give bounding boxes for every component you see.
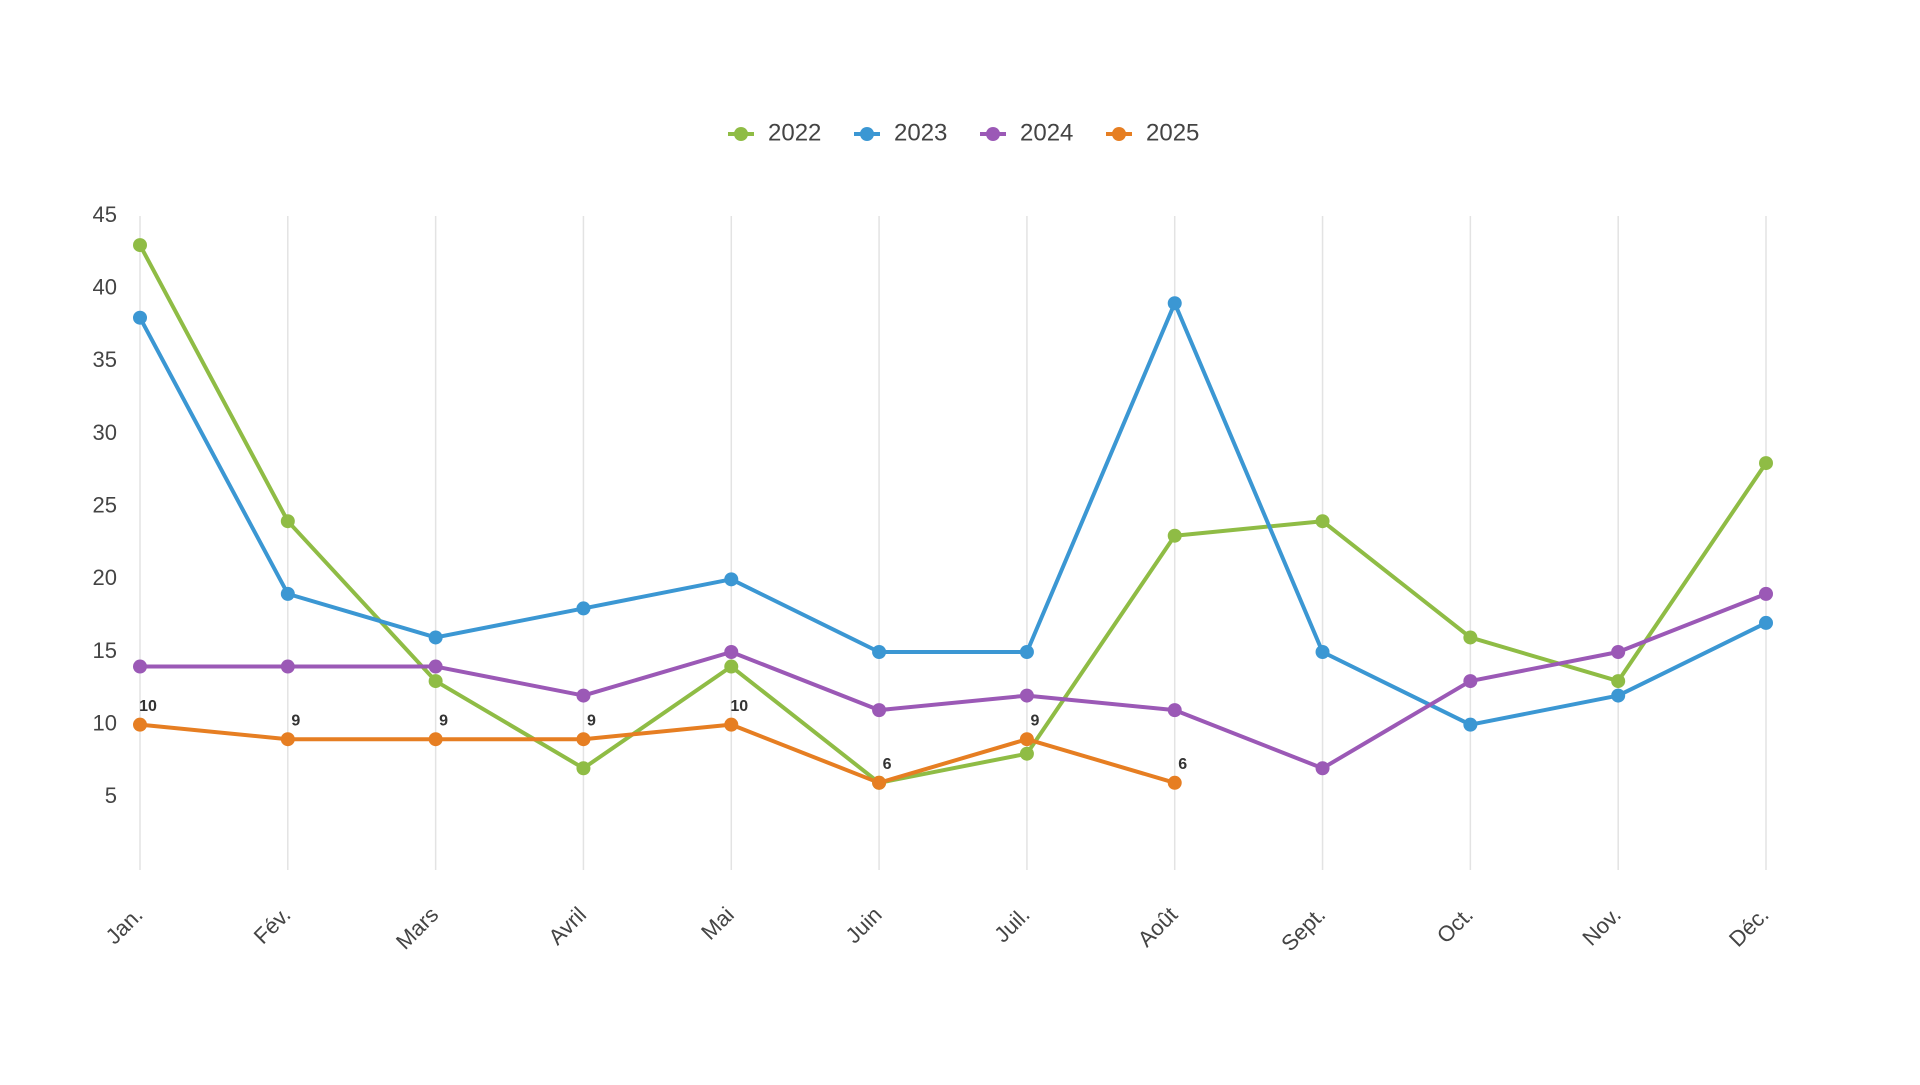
data-label: 9 (587, 712, 596, 729)
legend-marker (734, 127, 748, 141)
legend-label: 2024 (1020, 119, 1073, 146)
data-point (1167, 528, 1182, 543)
data-point (1019, 645, 1034, 659)
data-point (1611, 674, 1626, 689)
data-point (133, 717, 147, 732)
y-tick-label: 20 (93, 565, 117, 590)
data-point (724, 572, 739, 587)
data-point (724, 717, 739, 732)
y-tick-label: 35 (93, 347, 117, 372)
data-point (1611, 645, 1626, 659)
data-point (1167, 775, 1182, 790)
data-point (1463, 630, 1478, 645)
data-label: 6 (1178, 756, 1187, 773)
series-line (139, 722, 1176, 785)
data-point (133, 310, 147, 325)
data-point (1759, 456, 1773, 471)
data-point (428, 659, 443, 674)
y-tick-label: 40 (93, 274, 117, 299)
y-tick-label: 30 (93, 420, 117, 445)
y-tick-label: 15 (93, 638, 117, 663)
x-tick-label: Déc. (1724, 902, 1774, 952)
data-point (1463, 674, 1478, 689)
data-label: 10 (139, 698, 157, 715)
x-tick-label: Juil. (989, 902, 1034, 947)
x-tick-label: Mars (391, 902, 443, 954)
data-point (133, 659, 147, 674)
data-point (428, 732, 443, 747)
y-tick-label: 45 (93, 202, 117, 227)
data-point (133, 238, 147, 253)
data-point (1019, 732, 1034, 747)
data-point (428, 674, 443, 689)
data-point (576, 688, 591, 703)
x-tick-label: Août (1133, 902, 1183, 952)
data-point (872, 775, 887, 790)
data-point (280, 586, 295, 601)
data-label: 6 (883, 756, 892, 773)
data-point (428, 630, 443, 645)
legend-marker (986, 127, 1000, 141)
series-line (140, 592, 1767, 771)
y-tick-label: 10 (93, 710, 117, 735)
legend-label: 2022 (768, 119, 821, 146)
data-point (576, 761, 591, 776)
x-tick-label: Sept. (1276, 902, 1330, 956)
data-label: 10 (730, 698, 748, 715)
data-point (1759, 615, 1773, 630)
data-point (280, 732, 295, 747)
legend-marker (860, 127, 874, 141)
legend-label: 2025 (1146, 119, 1199, 146)
data-point (1315, 514, 1330, 529)
data-label: 9 (439, 712, 448, 729)
series-line (138, 301, 1767, 727)
data-point (1315, 645, 1330, 659)
y-tick-label: 5 (105, 783, 117, 808)
data-label: 9 (1030, 712, 1039, 729)
data-point (1167, 296, 1182, 311)
x-tick-label: Juin (841, 902, 887, 948)
data-point (1167, 703, 1182, 718)
data-point (872, 703, 887, 718)
data-point (280, 514, 295, 529)
data-label: 9 (291, 712, 300, 729)
data-point (280, 659, 295, 674)
x-tick-label: Fév. (249, 902, 296, 949)
legend-marker (1112, 127, 1126, 141)
data-point (576, 601, 591, 616)
series-line (138, 244, 1768, 785)
data-point (1611, 688, 1626, 703)
legend-label: 2023 (894, 119, 947, 146)
x-tick-label: Nov. (1577, 902, 1626, 951)
x-tick-label: Jan. (101, 902, 148, 949)
x-tick-label: Mai (696, 902, 739, 945)
data-point (1019, 688, 1034, 703)
x-tick-label: Oct. (1432, 902, 1478, 948)
data-point (724, 659, 739, 674)
y-tick-label: 25 (93, 492, 117, 517)
x-tick-label: Avril (543, 902, 591, 950)
data-point (872, 645, 887, 659)
data-point (1463, 717, 1478, 732)
data-point (576, 732, 591, 747)
data-point (1019, 746, 1034, 761)
data-point (724, 645, 739, 659)
data-point (1315, 761, 1330, 776)
data-point (1759, 586, 1773, 601)
